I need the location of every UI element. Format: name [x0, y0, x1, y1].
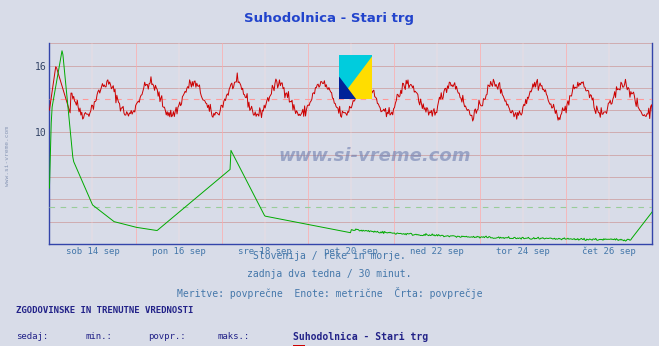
Text: www.si-vreme.com: www.si-vreme.com [5, 126, 11, 186]
Text: ZGODOVINSKE IN TRENUTNE VREDNOSTI: ZGODOVINSKE IN TRENUTNE VREDNOSTI [16, 306, 194, 315]
Text: min.:: min.: [86, 332, 113, 341]
Text: zadnja dva tedna / 30 minut.: zadnja dva tedna / 30 minut. [247, 269, 412, 279]
Text: Suhodolnica - Stari trg: Suhodolnica - Stari trg [293, 332, 428, 342]
Text: maks.:: maks.: [217, 332, 250, 341]
Text: sedaj:: sedaj: [16, 332, 49, 341]
Text: povpr.:: povpr.: [148, 332, 186, 341]
Text: Meritve: povprečne  Enote: metrične  Črta: povprečje: Meritve: povprečne Enote: metrične Črta:… [177, 287, 482, 299]
Text: Suhodolnica - Stari trg: Suhodolnica - Stari trg [244, 12, 415, 25]
Polygon shape [339, 78, 355, 99]
Text: www.si-vreme.com: www.si-vreme.com [279, 147, 471, 165]
Polygon shape [339, 55, 372, 99]
Text: Slovenija / reke in morje.: Slovenija / reke in morje. [253, 251, 406, 261]
Polygon shape [339, 55, 372, 99]
